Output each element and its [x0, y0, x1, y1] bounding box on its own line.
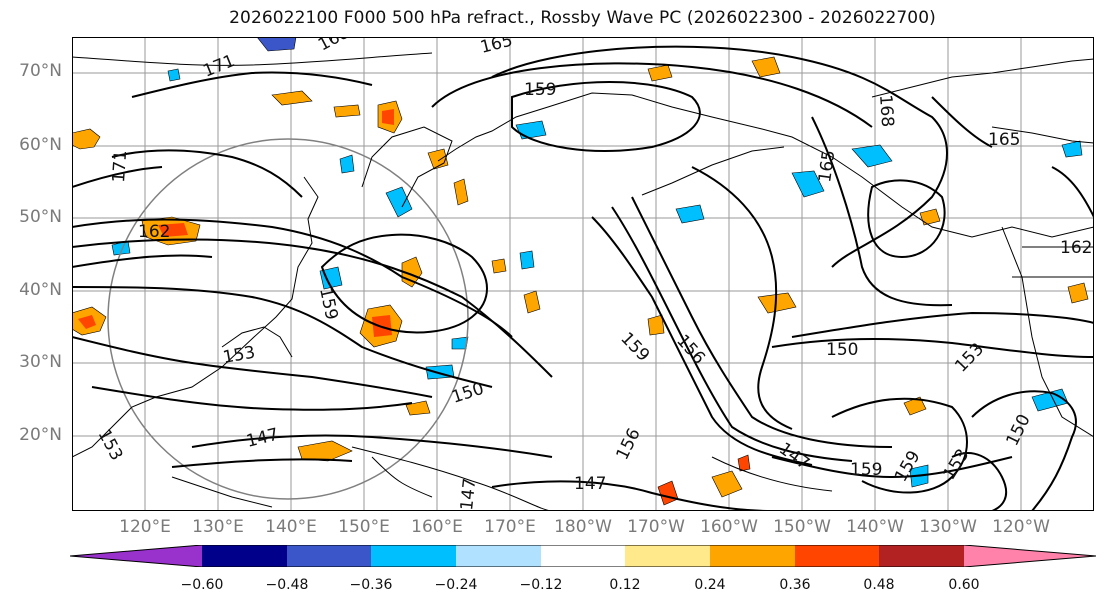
lat-label: 70°N	[19, 61, 62, 81]
lon-label: 120°W	[992, 517, 1050, 537]
lon-label: 150°E	[338, 517, 390, 537]
colorbar-segment	[964, 545, 1096, 567]
lon-label: 170°W	[627, 517, 685, 537]
positive-anomaly	[491, 258, 507, 274]
contour-label: 165	[815, 149, 839, 184]
map-panel: 165 168 171 159 165 165 168 171 162 162 …	[72, 37, 1094, 511]
lat-label: 40°N	[19, 280, 62, 300]
colorbar-tick: −0.60	[180, 577, 224, 593]
colorbar-tick: −0.36	[349, 577, 393, 593]
positive-anomaly	[271, 90, 313, 106]
height-contours	[72, 45, 1094, 511]
chart-title: 2026022100 F000 500 hPa refract., Rossby…	[229, 8, 936, 28]
lon-label: 170°E	[484, 517, 536, 537]
lon-label: 140°E	[265, 517, 317, 537]
positive-anomaly	[647, 64, 673, 82]
lon-label: 160°W	[700, 517, 758, 537]
colorbar-tick: 0.48	[863, 577, 895, 593]
negative-anomaly	[675, 204, 705, 224]
colorbar-tick: 0.12	[609, 577, 641, 593]
lat-label: 30°N	[19, 352, 62, 372]
positive-anomaly	[737, 454, 751, 472]
lon-label: 120°E	[119, 517, 171, 537]
negative-anomaly	[339, 154, 355, 174]
colorbar	[70, 545, 1096, 567]
lon-label: 140°W	[846, 517, 904, 537]
contour-label: 165	[988, 130, 1020, 150]
coastlines	[72, 58, 1094, 508]
colorbar-tick: −0.48	[265, 577, 309, 593]
positive-anomaly	[158, 223, 188, 237]
positive-anomaly	[711, 470, 743, 498]
negative-anomaly	[1061, 140, 1083, 158]
negative-anomaly	[385, 186, 413, 218]
colorbar-segment	[371, 545, 456, 567]
contour-label: 168	[875, 94, 897, 128]
positive-anomaly	[751, 56, 781, 78]
contour-label: 162	[1060, 238, 1092, 258]
colorbar-segment	[541, 545, 625, 567]
positive-anomaly	[297, 440, 353, 462]
negative-anomaly	[167, 68, 181, 82]
positive-anomaly	[523, 290, 541, 314]
contour-label: 150	[826, 340, 858, 360]
positive-anomaly	[405, 400, 431, 416]
contour-label: 159	[524, 80, 556, 100]
colorbar-segment	[710, 545, 795, 567]
contour-label: 162	[138, 222, 170, 242]
colorbar-tick: 0.24	[694, 577, 726, 593]
lon-label: 180°W	[554, 517, 612, 537]
colorbar-segment	[625, 545, 710, 567]
colorbar-segment	[202, 545, 287, 567]
positive-anomaly	[72, 128, 101, 150]
contour-label: 159	[850, 460, 882, 480]
negative-anomaly	[851, 144, 893, 168]
negative-anomaly	[319, 266, 343, 290]
contour-label: 147	[574, 474, 606, 494]
colorbar-tick: 0.60	[948, 577, 980, 593]
colorbar-segment	[879, 545, 964, 567]
negative-anomaly	[519, 250, 535, 270]
lon-label: 130°W	[919, 517, 977, 537]
positive-anomaly	[453, 178, 469, 206]
negative-anomaly	[256, 37, 297, 52]
lat-label: 50°N	[19, 207, 62, 227]
positive-anomaly	[333, 104, 361, 118]
positive-anomaly	[647, 314, 665, 336]
negative-anomaly	[791, 170, 825, 198]
colorbar-tick: −0.24	[434, 577, 478, 593]
positive-anomaly	[382, 109, 394, 125]
colorbar-segment	[287, 545, 371, 567]
colorbar-tick: 0.36	[779, 577, 811, 593]
graticule	[72, 37, 1094, 511]
lat-label: 60°N	[19, 135, 62, 155]
colorbar-tick: −0.12	[519, 577, 563, 593]
lon-label: 130°E	[192, 517, 244, 537]
colorbar-segment	[70, 545, 202, 567]
positive-anomaly	[78, 315, 96, 329]
lat-label: 20°N	[19, 425, 62, 445]
colorbar-segment	[795, 545, 879, 567]
colorbar-segment	[456, 545, 541, 567]
lon-label: 160°E	[411, 517, 463, 537]
thin-contours	[72, 52, 833, 511]
positive-anomaly	[1067, 282, 1089, 304]
lon-label: 150°W	[773, 517, 831, 537]
contour-label: 171	[109, 150, 131, 184]
contour-label: 147	[457, 477, 480, 511]
positive-anomaly	[757, 292, 797, 314]
